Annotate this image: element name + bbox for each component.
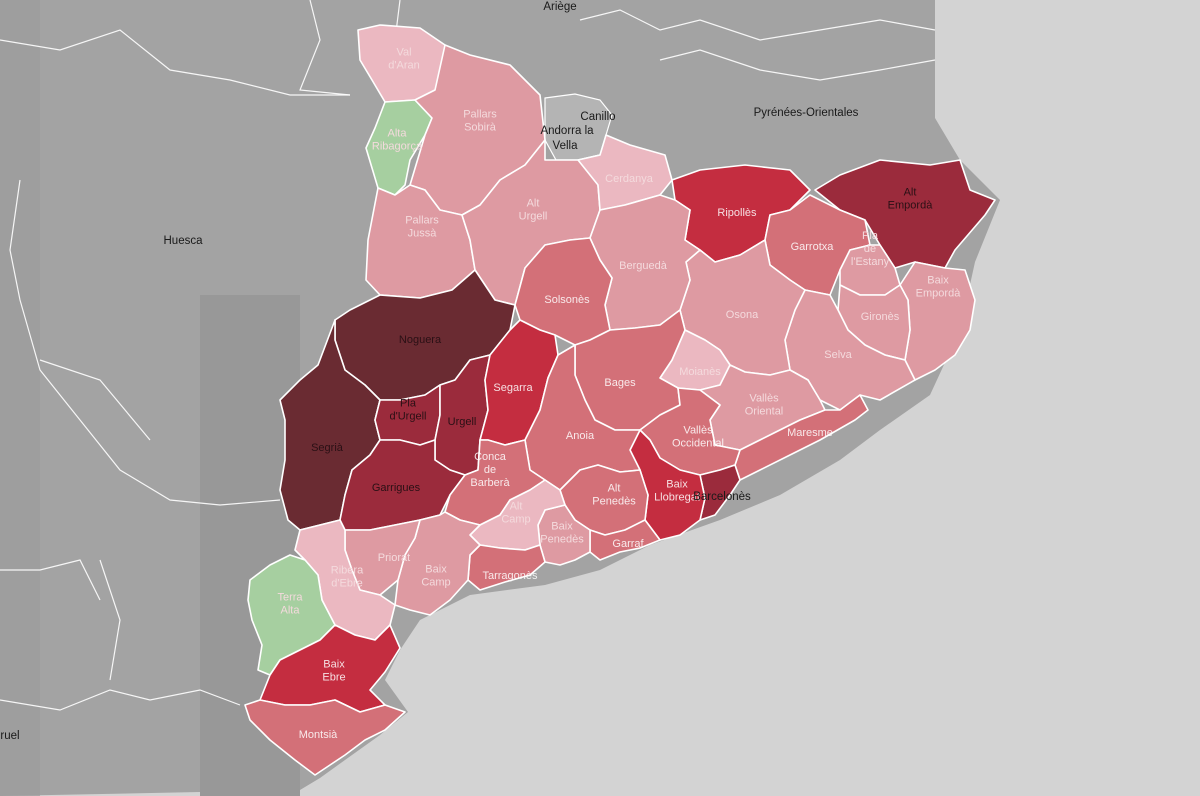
border-line — [0, 29, 350, 96]
region-label-segria: Segrià — [311, 442, 344, 454]
region-label-baix-emporda: Baix Empordà — [916, 275, 962, 300]
region-label-val-daran: Val d'Aran — [388, 47, 419, 72]
region-label-bages: Bages — [604, 377, 636, 389]
region-montsia[interactable] — [244, 699, 406, 776]
region-baix-ebre[interactable] — [259, 624, 401, 713]
region-label-vallès-oriental: Vallès Oriental — [745, 393, 784, 418]
place-andorra-line1: Andorra la — [540, 125, 594, 137]
region-label-pla-durgell: Pla d'Urgell — [390, 398, 427, 423]
region-label-conca-de-barbera: Conca de Barberà — [470, 451, 510, 489]
region-label-ripolles: Ripollès — [717, 207, 757, 219]
region-label-baix-llobregat: Baix Llobregat — [654, 479, 700, 504]
place-ariege: Ariège — [543, 1, 576, 13]
region-label-pallars-jussa: Pallars Jussà — [405, 215, 439, 240]
place-andorra-line2: Vella — [553, 140, 579, 152]
region-label-priorat: Priorat — [378, 552, 410, 564]
region-label-girones: Gironès — [861, 311, 900, 323]
border-line — [0, 689, 241, 711]
border-line — [9, 179, 281, 506]
region-label-tarragones: Tarragonès — [482, 570, 538, 582]
region-garraf[interactable] — [589, 519, 661, 561]
place-barcelones: Barcelonès — [693, 491, 751, 503]
region-label-terra-alta: Terra Alta — [277, 592, 303, 617]
region-label-alt-emporda: Alt Empordà — [888, 187, 934, 212]
comarques-layer — [244, 24, 996, 776]
comarques-labels: Val d'Aran Alta Ribagorça Pallars Sobirà Palla… — [277, 47, 961, 742]
region-tarragones[interactable] — [467, 544, 546, 591]
region-label-garrotxa: Garrotxa — [791, 241, 835, 253]
region-label-urgell: Urgell — [448, 416, 477, 428]
border-line — [299, 0, 351, 96]
region-label-ribera-debre: Ribera d'Ebre — [331, 565, 364, 590]
region-label-pallars-sobira: Pallars Sobirà — [463, 109, 497, 134]
region-label-montsia: Montsià — [299, 729, 338, 741]
border-line — [99, 559, 121, 681]
region-label-baix-penedes: Baix Penedès — [540, 521, 584, 546]
region-label-segarra: Segarra — [493, 382, 533, 394]
region-label-noguera: Noguera — [399, 334, 442, 346]
region-alt-emporda[interactable] — [814, 159, 996, 269]
region-label-baix-ebre: Baix Ebre — [322, 659, 345, 684]
region-label-selva: Selva — [824, 349, 852, 361]
border-line — [659, 49, 936, 81]
place-teruel: ruel — [0, 730, 19, 742]
place-canillo: Canillo — [580, 111, 615, 123]
border-line — [39, 359, 151, 441]
region-label-baix-camp: Baix Camp — [421, 564, 450, 589]
region-garrigues[interactable] — [339, 439, 466, 531]
border-line — [0, 559, 101, 601]
region-label-pla-de-lestany: Pla de l'Estany — [851, 230, 890, 268]
region-label-maresme: Maresme — [787, 427, 833, 439]
region-label-anoia: Anoia — [566, 430, 595, 442]
region-label-alt-camp: Alt Camp — [501, 501, 530, 526]
region-label-alt-urgell: Alt Urgell — [519, 198, 548, 223]
region-label-alt-penedes: Alt Penedès — [592, 483, 636, 508]
region-label-solsones: Solsonès — [544, 294, 590, 306]
region-label-garrigues: Garrigues — [372, 482, 421, 494]
region-label-vallès-occidental: Vallès Occidental — [672, 425, 724, 450]
place-huesca: Huesca — [164, 235, 204, 247]
region-label-garraf: Garraf — [612, 538, 644, 550]
border-line — [579, 9, 936, 41]
region-label-cerdanya: Cerdanya — [605, 173, 654, 185]
region-label-alta-ribagorca: Alta Ribagorça — [372, 128, 423, 153]
place-pyrenees-orientales: Pyrénées-Orientales — [754, 107, 859, 119]
region-label-osona: Osona — [726, 309, 759, 321]
land-shade-2 — [0, 0, 40, 796]
region-label-bergueda: Berguedà — [619, 260, 668, 272]
region-label-moianes: Moianès — [679, 366, 721, 378]
